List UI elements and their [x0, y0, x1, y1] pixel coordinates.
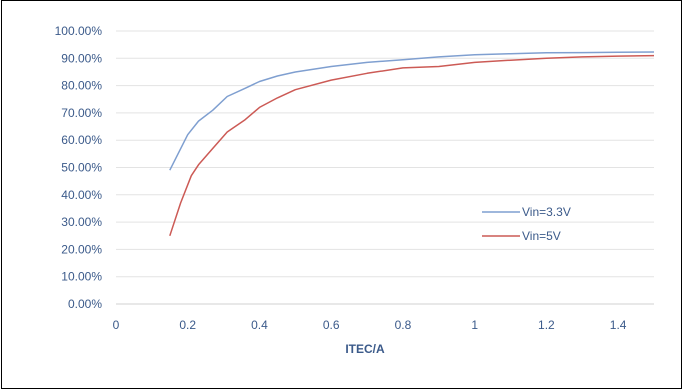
series-line-2	[169, 54, 655, 237]
x-tick-label: 1.4	[610, 318, 627, 332]
y-tick-label: 40.00%	[61, 188, 102, 202]
x-tick-label: 1	[471, 318, 478, 332]
x-tick-label: 0.4	[251, 318, 268, 332]
y-tick-label: 90.00%	[61, 51, 102, 65]
legend-label: Vin=3.3V	[522, 205, 571, 219]
y-axis-ticks: 0.00% 10.00% 20.00% 30.00% 40.00% 50.00% 60.00…	[55, 24, 103, 311]
x-tick-label: 0.6	[323, 318, 340, 332]
legend: Vin=3.3V Vin=5V	[482, 205, 571, 243]
legend-label: Vin=5V	[522, 229, 561, 243]
series-lines	[169, 51, 655, 237]
series-line-1	[169, 51, 655, 171]
x-tick-label: 0	[113, 318, 120, 332]
y-tick-label: 60.00%	[61, 133, 102, 147]
y-tick-label: 20.00%	[61, 242, 102, 256]
x-axis-label: ITEC/A	[345, 342, 385, 356]
y-tick-label: 0.00%	[68, 297, 102, 311]
y-tick-label: 30.00%	[61, 215, 102, 229]
y-tick-label: 10.00%	[61, 270, 102, 284]
y-tick-label: 70.00%	[61, 106, 102, 120]
y-tick-label: 100.00%	[55, 24, 103, 38]
x-tick-label: 0.8	[395, 318, 412, 332]
x-axis-ticks: 0 0.2 0.4 0.6 0.8 1 1.2 1.4	[113, 318, 627, 332]
y-tick-label: 50.00%	[61, 161, 102, 175]
x-tick-label: 1.2	[538, 318, 555, 332]
grid-lines	[116, 30, 654, 305]
x-tick-label: 0.2	[179, 318, 196, 332]
y-tick-label: 80.00%	[61, 79, 102, 93]
